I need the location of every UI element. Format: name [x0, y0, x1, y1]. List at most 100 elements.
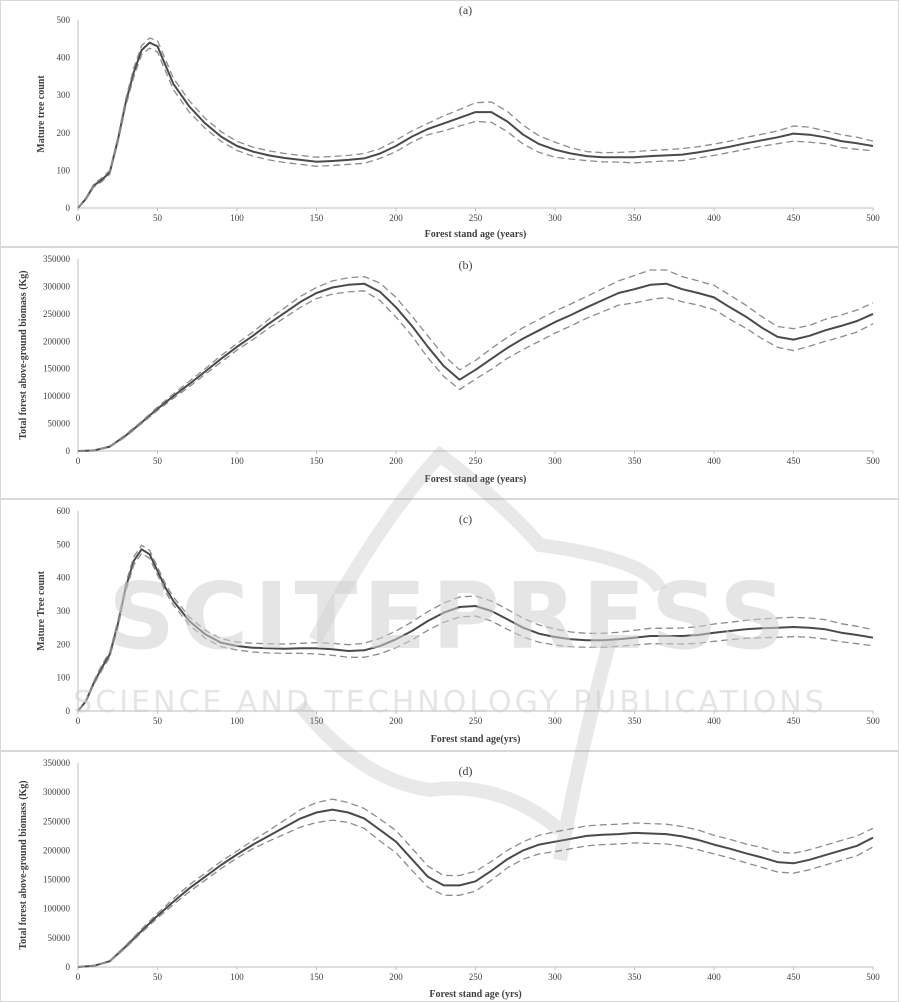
chart-d-y-tick-label: 350000	[43, 758, 71, 768]
chart-b-x-tick-label: 200	[389, 456, 403, 466]
chart-c-y-tick-label: 200	[57, 639, 71, 649]
chart-d-x-tick-label: 500	[866, 972, 880, 982]
chart-b-y-axis-label: Total forest above-ground biomass (Kg)	[18, 270, 29, 439]
panel-a-frame	[0, 0, 899, 247]
chart-a-x-tick-label: 250	[469, 213, 483, 223]
chart-d-x-tick-label: 0	[76, 972, 81, 982]
chart-b-y-tick-label: 150000	[43, 364, 71, 374]
chart-a-y-tick-label: 500	[57, 15, 71, 25]
chart-panel-a: 0 50 100 150 200 250 300 350 400 450 500 0 100 200 300…	[36, 3, 880, 240]
chart-a-x-axis-label: Forest stand age (years)	[425, 229, 527, 240]
chart-panel-c: 0 50 100 150 200 250 300 350 400 450 500 0 100 200 300…	[36, 506, 880, 745]
chart-d-y-tick-label: 100000	[43, 904, 71, 914]
panel-b-frame	[0, 247, 899, 499]
chart-a-mean-line	[77, 41, 874, 209]
chart-d-y-tick-label: 150000	[43, 875, 71, 885]
chart-panel-d: 0 50 100 150 200 250 300 350 400 450 500 0 50000 1000…	[18, 758, 880, 1000]
chart-a-y-tick-label: 300	[57, 90, 71, 100]
chart-a-x-tick-label: 200	[389, 213, 403, 223]
chart-b-x-tick-label: 150	[310, 456, 324, 466]
chart-a-x-tick-label: 0	[76, 213, 81, 223]
chart-c-x-tick-label: 450	[787, 716, 801, 726]
chart-b-x-tick-label: 350	[628, 456, 642, 466]
chart-c-x-tick-label: 500	[866, 716, 880, 726]
chart-c-panel-label: (c)	[459, 512, 472, 526]
chart-b-x-tick-label: 0	[76, 456, 81, 466]
chart-b-panel-label: (b)	[459, 258, 473, 272]
chart-b-x-tick-label: 50	[153, 456, 163, 466]
chart-d-lower-bound-line	[77, 819, 874, 968]
chart-c-x-axis-label: Forest stand age(yrs)	[431, 734, 521, 745]
chart-d-x-tick-label: 300	[548, 972, 562, 982]
chart-a-y-axis-label: Mature tree count	[36, 75, 47, 153]
chart-d-panel-label: (d)	[459, 764, 473, 778]
chart-c-mean-line	[77, 548, 874, 712]
chart-panel-b: 0 50 100 150 200 250 300 350 400 450 500 0 50000 1000…	[18, 254, 880, 485]
chart-a-x-tick-label: 150	[310, 213, 324, 223]
chart-b-x-tick-label: 250	[469, 456, 483, 466]
chart-a-y-tick-label: 200	[57, 128, 71, 138]
chart-b-upper-bound-line	[77, 269, 874, 452]
chart-d-x-tick-label: 250	[469, 972, 483, 982]
chart-d-x-tick-label: 400	[707, 972, 721, 982]
chart-a-y-tick-label: 400	[57, 53, 71, 63]
chart-b-x-tick-label: 500	[866, 456, 880, 466]
chart-a-y-tick-label: 100	[57, 165, 71, 175]
chart-c-y-tick-label: 400	[57, 573, 71, 583]
chart-d-y-tick-label: 0	[66, 962, 71, 972]
panel-c-frame	[0, 499, 899, 751]
chart-a-x-tick-label: 50	[153, 213, 163, 223]
chart-a-lower-bound-line	[77, 47, 874, 209]
chart-b-y-tick-label: 200000	[43, 336, 71, 346]
chart-b-y-tick-label: 250000	[43, 309, 71, 319]
chart-d-upper-bound-line	[77, 798, 874, 968]
chart-a-x-tick-label: 450	[787, 213, 801, 223]
chart-d-x-tick-label: 100	[230, 972, 244, 982]
chart-d-x-tick-label: 200	[389, 972, 403, 982]
chart-c-x-tick-label: 100	[230, 716, 244, 726]
chart-c-x-tick-label: 400	[707, 716, 721, 726]
chart-c-x-tick-label: 0	[76, 716, 81, 726]
chart-c-y-tick-label: 600	[57, 506, 71, 516]
chart-a-x-tick-label: 400	[707, 213, 721, 223]
chart-c-x-tick-label: 250	[469, 716, 483, 726]
chart-c-x-tick-label: 200	[389, 716, 403, 726]
chart-d-x-axis-label: Forest stand age (yrs)	[429, 989, 521, 1000]
chart-d-y-tick-label: 200000	[43, 845, 71, 855]
chart-c-x-tick-label: 50	[153, 716, 163, 726]
chart-c-y-tick-label: 0	[66, 706, 71, 716]
chart-d-x-tick-label: 150	[310, 972, 324, 982]
chart-c-x-tick-label: 300	[548, 716, 562, 726]
chart-c-y-tick-label: 300	[57, 606, 71, 616]
chart-c-x-tick-label: 350	[628, 716, 642, 726]
chart-a-x-tick-label: 100	[230, 213, 244, 223]
chart-a-y-tick-label: 0	[66, 203, 71, 213]
chart-d-x-tick-label: 450	[787, 972, 801, 982]
chart-b-x-tick-label: 100	[230, 456, 244, 466]
chart-c-upper-bound-line	[77, 544, 874, 712]
chart-b-lower-bound-line	[77, 290, 874, 452]
chart-a-x-tick-label: 350	[628, 213, 642, 223]
chart-d-mean-line	[77, 808, 874, 968]
chart-b-x-tick-label: 400	[707, 456, 721, 466]
chart-b-y-tick-label: 300000	[43, 281, 71, 291]
chart-c-x-tick-label: 150	[310, 716, 324, 726]
chart-c-y-axis-label: Mature Tree count	[36, 570, 47, 650]
chart-a-panel-label: (a)	[459, 3, 472, 17]
chart-c-y-tick-label: 100	[57, 673, 71, 683]
chart-b-x-tick-label: 450	[787, 456, 801, 466]
chart-d-x-tick-label: 350	[628, 972, 642, 982]
chart-b-y-tick-label: 50000	[48, 419, 71, 429]
chart-b-x-tick-label: 300	[548, 456, 562, 466]
chart-b-y-tick-label: 100000	[43, 391, 71, 401]
chart-d-y-tick-label: 250000	[43, 816, 71, 826]
chart-b-x-axis-label: Forest stand age (years)	[425, 474, 527, 485]
chart-b-y-tick-label: 350000	[43, 254, 71, 264]
chart-d-x-tick-label: 50	[153, 972, 163, 982]
chart-d-y-tick-label: 50000	[48, 933, 71, 943]
chart-b-mean-line	[77, 282, 874, 452]
chart-a-upper-bound-line	[77, 37, 874, 209]
chart-c-lower-bound-line	[77, 552, 874, 712]
chart-a-x-tick-label: 300	[548, 213, 562, 223]
